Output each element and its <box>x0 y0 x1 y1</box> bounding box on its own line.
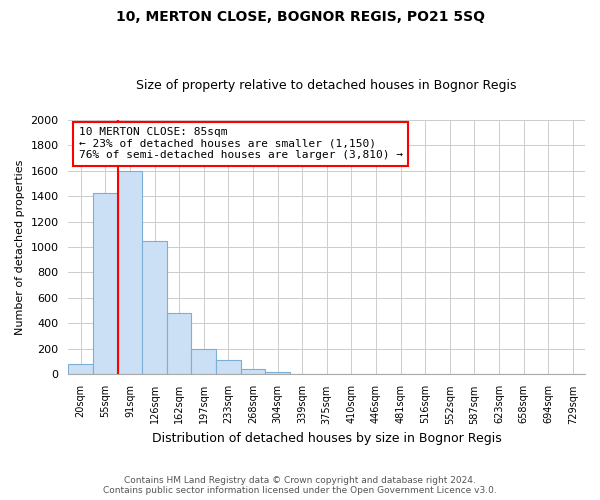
Y-axis label: Number of detached properties: Number of detached properties <box>15 160 25 334</box>
Bar <box>93 194 118 374</box>
Text: 10, MERTON CLOSE, BOGNOR REGIS, PO21 5SQ: 10, MERTON CLOSE, BOGNOR REGIS, PO21 5SQ <box>115 10 485 24</box>
Text: 10 MERTON CLOSE: 85sqm
← 23% of detached houses are smaller (1,150)
76% of semi-: 10 MERTON CLOSE: 85sqm ← 23% of detached… <box>79 127 403 160</box>
Bar <box>216 360 241 374</box>
Title: Size of property relative to detached houses in Bognor Regis: Size of property relative to detached ho… <box>136 79 517 92</box>
Bar <box>167 314 191 374</box>
X-axis label: Distribution of detached houses by size in Bognor Regis: Distribution of detached houses by size … <box>152 432 502 445</box>
Bar <box>191 349 216 374</box>
Text: Contains HM Land Registry data © Crown copyright and database right 2024.
Contai: Contains HM Land Registry data © Crown c… <box>103 476 497 495</box>
Bar <box>241 370 265 374</box>
Bar <box>68 364 93 374</box>
Bar <box>142 240 167 374</box>
Bar <box>118 170 142 374</box>
Bar <box>265 372 290 374</box>
